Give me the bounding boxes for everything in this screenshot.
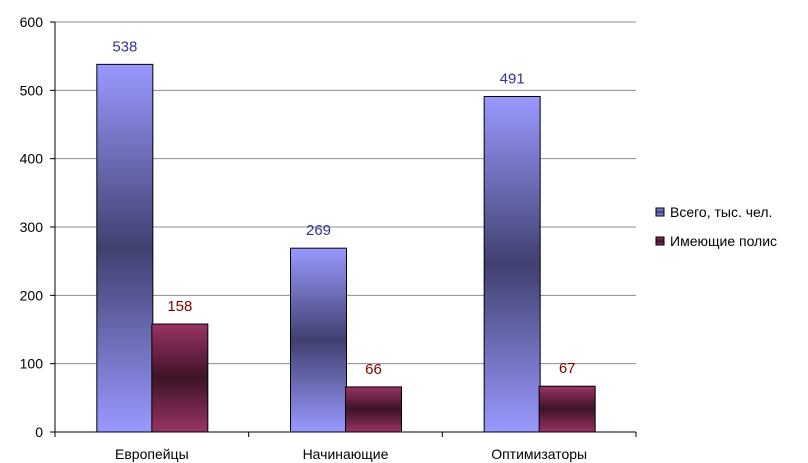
data-label: 538 xyxy=(112,38,137,55)
bar-total xyxy=(483,95,541,433)
y-tick-label: 600 xyxy=(20,14,44,30)
y-tick-label: 0 xyxy=(35,424,43,440)
legend-label: Всего, тыс. чел. xyxy=(670,204,772,220)
data-label: 67 xyxy=(559,360,576,377)
data-label: 269 xyxy=(306,222,331,239)
bar-total xyxy=(290,247,347,433)
y-tick-label: 300 xyxy=(20,219,44,235)
y-tick-label: 500 xyxy=(20,82,44,98)
data-label: 66 xyxy=(365,361,382,378)
bars xyxy=(96,63,596,433)
y-tick-label: 400 xyxy=(20,151,44,167)
data-label: 158 xyxy=(167,298,192,315)
x-category-label: Начинающие xyxy=(303,446,389,462)
bar-insured xyxy=(151,323,209,433)
data-label: 491 xyxy=(500,70,525,87)
x-category-label: Оптимизаторы xyxy=(491,446,587,462)
labels: 0 100 200 300 400 500 600 538 158 Европейцы 269 66 Н… xyxy=(20,14,587,462)
x-category-label: Европейцы xyxy=(115,446,189,462)
legend: Всего, тыс. чел. Имеющие полис xyxy=(655,204,777,249)
axes xyxy=(50,21,637,437)
bar-insured xyxy=(345,386,402,433)
legend-label: Имеющие полис xyxy=(670,233,777,249)
legend-swatch xyxy=(655,236,665,246)
y-tick-label: 200 xyxy=(20,287,44,303)
bar-total xyxy=(96,63,154,433)
bar-insured xyxy=(538,385,596,433)
legend-swatch xyxy=(655,207,665,217)
y-tick-label: 100 xyxy=(20,356,44,372)
